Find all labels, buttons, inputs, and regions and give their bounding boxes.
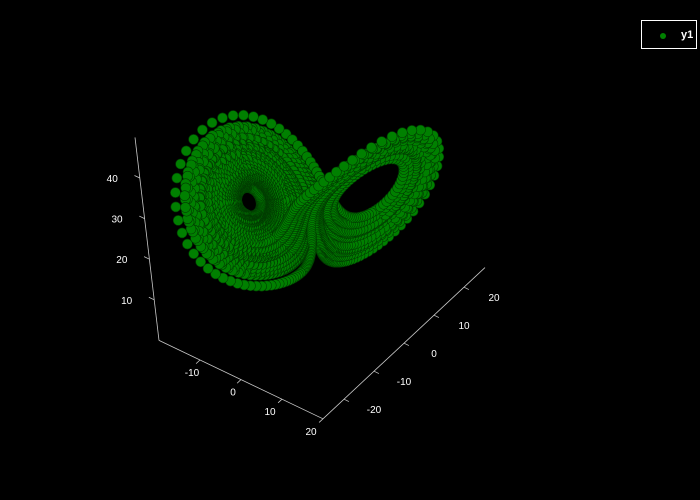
data-point [202,263,214,274]
data-point [172,215,184,226]
data-point [331,166,342,178]
data-point [366,142,377,153]
axes-group [134,137,486,423]
data-point [175,158,186,170]
x-tick-label: 20 [305,427,317,438]
x-tick-mark [277,398,283,404]
x-tick-label: -10 [185,368,200,379]
data-point [238,109,249,121]
y-tick-mark [463,286,470,290]
data-point [188,248,199,259]
data-point [188,134,199,145]
z-tick-mark [134,175,140,179]
data-point [179,190,190,201]
data-point [217,112,228,124]
x-tick-label: 10 [264,407,276,418]
x-tick-mark [236,379,242,384]
data-point [182,238,193,250]
data-point [206,117,218,128]
y-tick-label: -10 [397,377,412,388]
data-point [170,187,181,198]
y-tick-label: 10 [458,321,470,332]
y-tick-mark [373,370,380,374]
data-point [180,145,192,157]
legend-marker-y1 [660,33,666,39]
data-point [273,123,285,134]
y-tick-mark [343,398,350,402]
x-tick-label: 0 [230,388,236,399]
data-point [195,256,206,268]
z-tick-label: 20 [116,255,128,266]
data-point [176,227,188,239]
data-point [248,111,259,122]
data-point [171,172,183,184]
data-point [180,202,191,213]
z-axis-line [134,137,160,341]
y-tick-label: 20 [488,293,500,304]
x-tick-mark [318,418,324,423]
scatter-points [170,109,445,292]
z-tick-label: 10 [121,296,133,307]
data-point [210,268,221,280]
z-tick-label: 30 [111,215,123,226]
y-tick-label: 0 [431,349,437,360]
data-point [347,154,358,166]
data-point [356,148,367,160]
data-point [376,136,388,147]
y-tick-mark [433,314,440,318]
data-point [197,124,208,136]
data-point [227,110,239,121]
legend[interactable]: y1 [641,20,697,49]
z-tick-mark [139,215,145,219]
data-point [338,161,350,172]
data-point [265,118,277,130]
z-tick-mark [148,296,155,301]
data-point [406,125,418,136]
data-point [386,131,398,142]
data-point [396,127,408,138]
x-tick-mark [195,359,201,364]
x-axis-line [158,340,324,420]
z-tick-label: 40 [107,174,119,185]
data-point [257,114,269,125]
y-tick-label: -20 [367,405,382,416]
data-point [170,201,182,213]
legend-label-y1: y1 [681,29,694,41]
tick-labels: -10 0 10 20 -20 -10 0 10 20 10 20 30 40 [107,174,500,438]
z-tick-mark [143,256,150,260]
y-tick-mark [403,342,410,346]
